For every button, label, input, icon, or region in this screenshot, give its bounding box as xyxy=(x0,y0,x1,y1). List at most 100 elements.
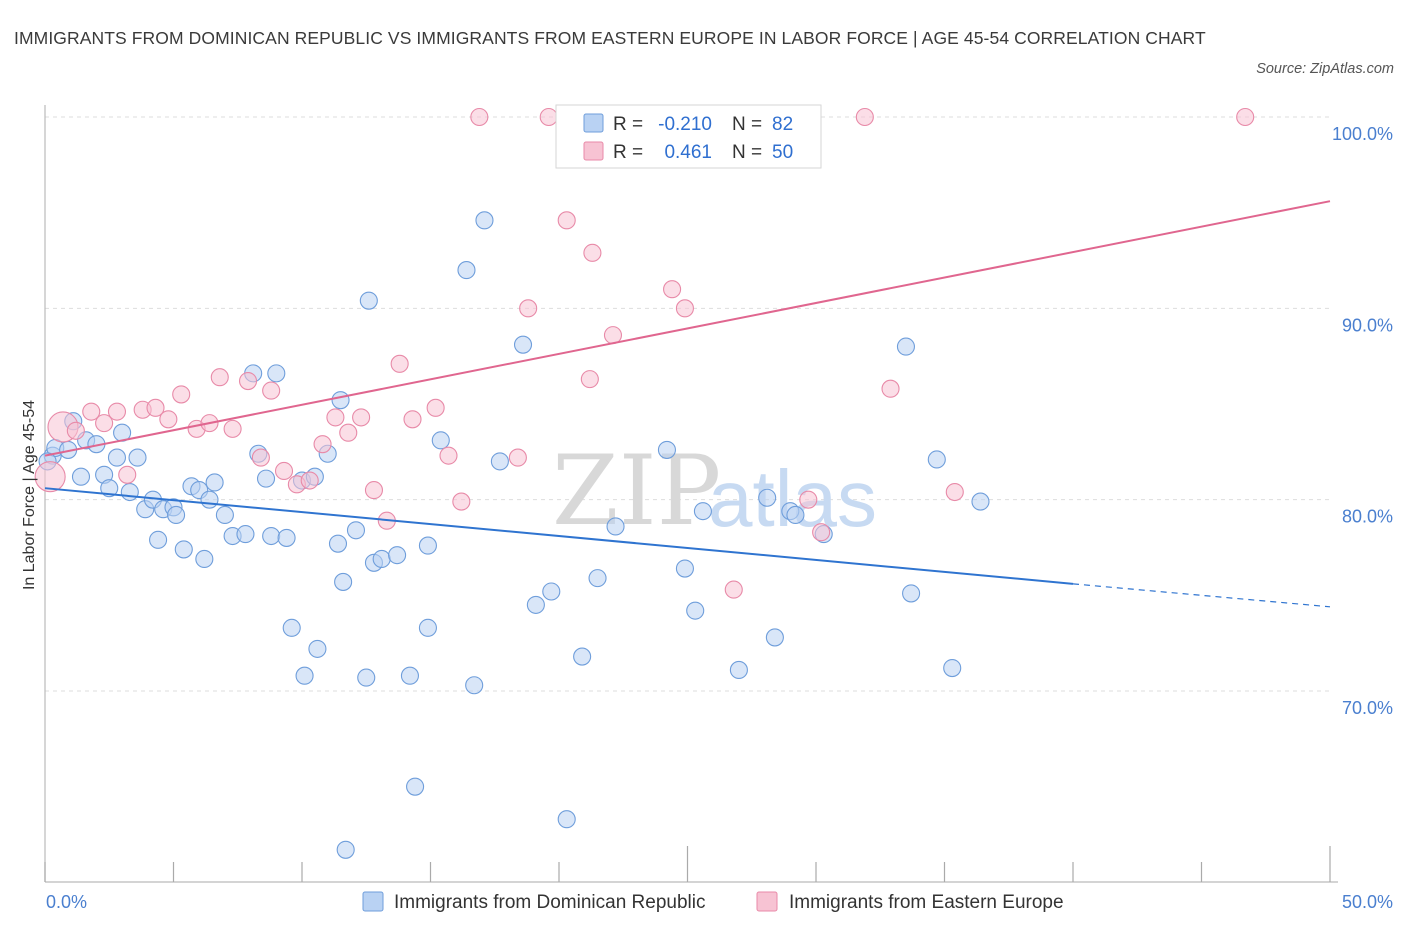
point-eastern-europe xyxy=(799,490,818,509)
point-eastern-europe xyxy=(724,580,743,599)
point-eastern-europe xyxy=(352,408,371,427)
point-eastern-europe xyxy=(251,448,270,467)
gridlines xyxy=(45,116,1330,692)
point-dominican xyxy=(357,668,376,687)
point-dominican xyxy=(282,618,301,637)
point-dominican xyxy=(971,492,990,511)
chart-title: IMMIGRANTS FROM DOMINICAN REPUBLIC VS IM… xyxy=(14,28,1206,48)
point-dominican xyxy=(200,490,219,509)
point-dominican xyxy=(372,549,391,569)
point-eastern-europe xyxy=(470,107,489,127)
watermark: ZIP atlas xyxy=(552,435,877,547)
point-dominican xyxy=(475,211,494,230)
point-eastern-europe xyxy=(663,280,682,299)
bottom-legend-label-pink: Immigrants from Eastern Europe xyxy=(789,892,1064,913)
point-eastern-europe xyxy=(172,385,191,404)
point-dominican xyxy=(195,549,214,569)
point-dominican xyxy=(331,391,350,410)
point-dominican xyxy=(588,569,607,588)
point-dominican xyxy=(406,777,425,796)
point-eastern-europe xyxy=(557,211,576,230)
point-dominican xyxy=(418,536,437,555)
trend-line-dominican-extension xyxy=(1072,583,1331,608)
bottom-legend: Immigrants from Dominican Republic Immig… xyxy=(362,891,1064,913)
point-dominican xyxy=(359,291,378,310)
point-dominican xyxy=(256,469,276,488)
point-eastern-europe xyxy=(210,368,229,387)
point-dominican xyxy=(758,488,777,507)
point-eastern-europe xyxy=(82,402,101,421)
y-tick-label: 80.0% xyxy=(1342,507,1393,527)
point-dominican xyxy=(346,521,366,540)
point-dominican xyxy=(431,431,450,450)
point-dominican xyxy=(174,540,193,559)
point-dominican xyxy=(686,601,705,620)
legend-r-value-2: 0.461 xyxy=(664,142,712,163)
series-eastern-europe-points xyxy=(34,107,1255,599)
legend-box: R = -0.210 N = 82 R = 0.461 N = 50 xyxy=(555,104,822,169)
point-dominican xyxy=(902,584,921,603)
point-eastern-europe xyxy=(675,299,694,318)
point-dominican xyxy=(765,628,784,647)
trend-line-eastern-europe xyxy=(44,200,1331,457)
point-eastern-europe xyxy=(519,299,538,318)
point-dominican xyxy=(120,482,139,502)
point-dominican xyxy=(400,666,419,685)
y-axis-label: In Labor Force | Age 45-54 xyxy=(21,400,38,590)
point-eastern-europe xyxy=(95,414,114,433)
point-dominican xyxy=(262,526,281,546)
point-dominican xyxy=(205,473,224,492)
point-dominican xyxy=(465,676,484,695)
y-tick-label: 100.0% xyxy=(1332,124,1393,144)
point-eastern-europe xyxy=(326,408,345,427)
trend-lines xyxy=(44,200,1331,608)
legend-r-label-1: R = xyxy=(613,114,643,135)
point-dominican xyxy=(295,666,314,685)
point-dominican xyxy=(100,479,119,498)
point-eastern-europe xyxy=(403,410,422,429)
point-eastern-europe xyxy=(238,371,258,391)
point-eastern-europe xyxy=(274,461,294,481)
point-dominican xyxy=(334,572,353,591)
axes xyxy=(44,105,1338,883)
point-eastern-europe xyxy=(223,419,242,438)
point-eastern-europe xyxy=(945,482,964,502)
point-dominican xyxy=(71,467,91,486)
legend-swatch-blue xyxy=(583,113,604,133)
point-dominican xyxy=(675,559,694,578)
point-eastern-europe xyxy=(452,492,471,511)
point-dominican xyxy=(388,546,407,565)
y-tick-label: 70.0% xyxy=(1342,698,1393,718)
point-dominican xyxy=(606,517,625,536)
trend-line-dominican xyxy=(44,487,1074,585)
point-eastern-europe xyxy=(66,421,85,440)
point-eastern-europe xyxy=(364,481,384,500)
bottom-legend-label-blue: Immigrants from Dominican Republic xyxy=(394,892,706,913)
point-dominican xyxy=(943,658,962,678)
source-label: Source: ZipAtlas.com xyxy=(1256,61,1394,77)
x-tick-labels: 0.0% 50.0% xyxy=(46,892,1393,912)
legend-n-value-2: 50 xyxy=(772,142,793,163)
point-eastern-europe xyxy=(881,379,900,398)
point-dominican xyxy=(215,505,234,525)
point-dominican xyxy=(167,505,186,525)
point-dominican xyxy=(457,261,476,280)
y-tick-label: 90.0% xyxy=(1342,315,1393,335)
point-dominican xyxy=(786,505,805,525)
point-dominican xyxy=(927,450,946,469)
legend-n-value-1: 82 xyxy=(772,114,793,135)
point-dominican xyxy=(693,502,712,521)
point-dominican xyxy=(526,595,545,614)
point-eastern-europe xyxy=(580,370,599,389)
legend-swatch-pink xyxy=(583,141,604,161)
point-eastern-europe xyxy=(118,465,137,484)
point-eastern-europe xyxy=(300,471,319,490)
y-tick-labels: 70.0% 80.0% 90.0% 100.0% xyxy=(1332,124,1393,718)
point-dominican xyxy=(236,525,255,544)
point-eastern-europe xyxy=(339,423,358,442)
point-dominican xyxy=(267,364,286,383)
point-eastern-europe xyxy=(812,523,831,542)
point-eastern-europe xyxy=(34,461,66,493)
point-eastern-europe xyxy=(107,402,127,421)
